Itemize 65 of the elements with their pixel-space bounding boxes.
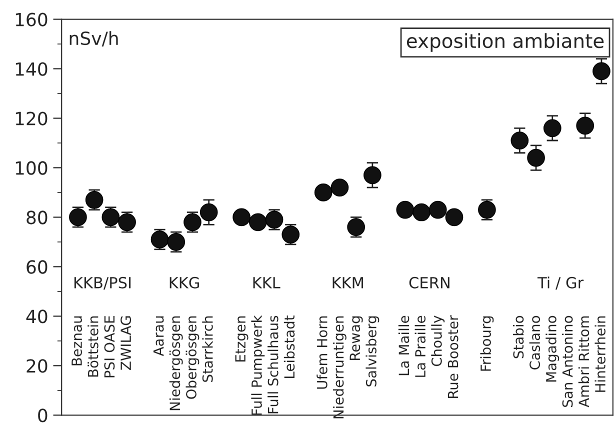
point	[445, 208, 464, 226]
x-tick-label: Stabio	[512, 316, 524, 358]
point	[330, 178, 349, 196]
x-tick-label: Magadino	[546, 316, 560, 382]
x-tick-label: Ufem Horn	[316, 316, 328, 389]
x-tick-label: Rue Booster	[448, 315, 458, 398]
point	[576, 116, 594, 135]
y-tick-label: 160	[16, 12, 48, 26]
y-tick-label: 60	[26, 260, 48, 274]
y-tick-label: 20	[26, 359, 48, 373]
point	[364, 166, 382, 184]
text: exposition ambiante	[406, 33, 604, 52]
y-axis-title: nSv/h	[70, 31, 118, 47]
x-tick-label: Leibstadt	[284, 315, 295, 378]
point	[85, 190, 104, 209]
annotation: KKM	[332, 277, 364, 288]
y-tick-label: 0	[38, 408, 48, 422]
point	[232, 208, 250, 226]
point	[428, 200, 447, 219]
x-tick-label: Caslano	[529, 316, 540, 370]
x-tick-label: La Praille	[414, 316, 426, 377]
x-tick-label: PSI OASE	[104, 316, 115, 378]
x-tick-label: Starrkirch	[202, 316, 213, 382]
point	[314, 184, 332, 202]
annotation: KKG	[170, 276, 199, 288]
point	[543, 119, 562, 138]
x-tick-label: Salvisberg	[366, 316, 380, 386]
point	[592, 62, 610, 80]
x-tick-label: La Maille	[398, 316, 410, 376]
point	[167, 233, 186, 251]
x-tick-label: Full Pumpwerk	[251, 315, 265, 415]
point	[412, 203, 430, 222]
x-tick-label: Ambri Rittom	[578, 316, 590, 408]
point	[282, 226, 300, 244]
x-tick-label: Niedergösgen	[169, 316, 183, 410]
point	[200, 203, 218, 222]
x-tick-label: Obergösgen	[186, 316, 200, 399]
y-tick-label: 40	[26, 310, 48, 324]
x-tick-label: Rewag	[350, 316, 363, 360]
x-tick-label: Aarau	[153, 316, 164, 356]
point	[510, 132, 529, 150]
x-tick-label: ZWILAG	[120, 316, 132, 370]
annotation: Ti / Gr	[537, 276, 584, 290]
x-tick-label: San Antonino	[562, 316, 573, 407]
y-tick-label: 120	[16, 112, 48, 126]
point	[102, 208, 120, 226]
point	[248, 213, 267, 232]
x-tick-label: Fribourg	[480, 316, 494, 371]
x-tick-label: Hinterrhein	[594, 316, 606, 392]
point	[150, 230, 169, 248]
x-tick-label: Böttstein	[88, 316, 98, 377]
y-tick-label: 100	[16, 161, 48, 175]
annotation: KKL	[253, 277, 280, 288]
y-tick-label: 140	[16, 62, 48, 76]
x-tick-label: Etzgen	[235, 316, 248, 362]
y-tick-label: 80	[26, 210, 48, 224]
x-tick-label: Full Schulhaus	[268, 316, 278, 414]
x-tick-label: Niederruntigen	[332, 316, 346, 418]
annotation: KKB/PSI	[74, 276, 131, 290]
point	[396, 200, 414, 219]
point	[265, 210, 284, 229]
x-tick-label: Choully	[431, 316, 445, 366]
point	[527, 148, 545, 167]
x-tick-label: Beznau	[72, 316, 82, 366]
annotation: CERN	[409, 276, 450, 288]
